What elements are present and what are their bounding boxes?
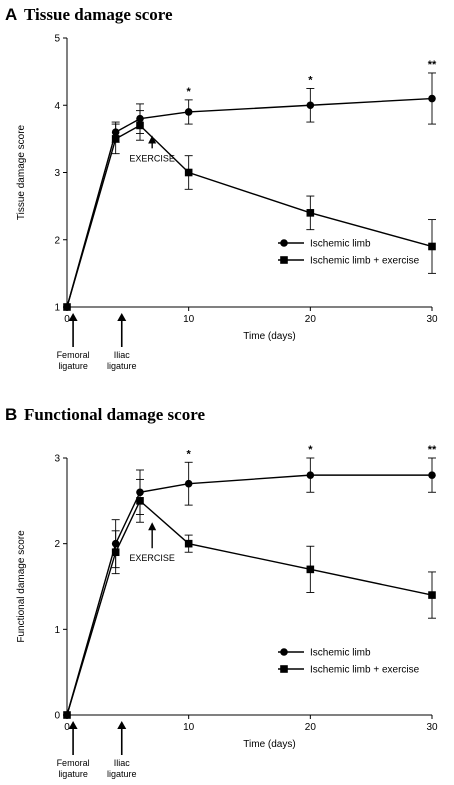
panel-b-letter: B (5, 405, 17, 424)
y-tick-label: 2 (54, 539, 60, 550)
y-axis-label: Tissue damage score (16, 124, 27, 220)
significance-marker: * (308, 444, 313, 456)
data-point-circle (184, 479, 193, 488)
y-tick-label: 5 (54, 34, 60, 45)
series-line-ischemic (66, 97, 433, 308)
data-point-square (111, 135, 120, 143)
y-tick-label: 3 (54, 168, 60, 179)
data-point-square (184, 168, 193, 177)
legend-marker-circle (280, 648, 288, 656)
x-tick-label: 20 (305, 314, 317, 325)
significance-marker: * (187, 86, 192, 98)
exercise-arrow-head (148, 135, 157, 144)
y-tick-label: 2 (54, 235, 60, 246)
x-tick-label: 10 (183, 314, 195, 325)
data-point-square (136, 497, 144, 505)
femoral-ligature-label: Femoral (57, 758, 90, 768)
significance-marker: ** (428, 59, 437, 71)
data-point-circle (306, 101, 315, 110)
ligature-arrow-head (117, 313, 127, 321)
x-tick-label: 10 (183, 722, 195, 733)
iliac-ligature-label: ligature (107, 769, 137, 779)
data-point-square (136, 121, 144, 130)
iliac-ligature-label: ligature (107, 361, 137, 371)
x-axis-label: Time (days) (243, 739, 295, 750)
x-tick-label: 20 (305, 722, 317, 733)
data-point-square (428, 242, 436, 251)
legend-label: Ischemic limb + exercise (310, 665, 420, 676)
legend-marker-square (280, 665, 288, 673)
y-axis-label: Functional damage score (16, 530, 27, 643)
data-point-square (306, 209, 315, 217)
data-point-square (184, 539, 193, 548)
data-point-square (111, 548, 120, 557)
iliac-ligature-label: Iliac (114, 350, 131, 360)
data-point-circle (306, 471, 315, 479)
ligature-arrow-head (117, 721, 127, 729)
data-point-circle (428, 471, 436, 479)
legend-marker-square (280, 256, 288, 264)
panel-a-title: Tissue damage score (24, 5, 173, 24)
series-line-exercise (66, 499, 433, 716)
femoral-ligature-label: Femoral (57, 350, 90, 360)
exercise-label: EXERCISE (129, 553, 175, 563)
y-tick-label: 1 (54, 303, 60, 314)
panel-a-letter: A (5, 5, 17, 24)
y-tick-label: 4 (54, 101, 60, 112)
exercise-arrow-head (148, 522, 157, 531)
y-tick-label: 3 (54, 454, 60, 465)
femoral-ligature-label: ligature (58, 769, 88, 779)
ligature-arrow-head (68, 721, 78, 729)
x-axis-label: Time (days) (243, 331, 295, 342)
panel-a-chart: 1 2 3 4 5 0 10 20 30 Time (days) Tissue damage sco… (16, 34, 438, 372)
exercise-label: EXERCISE (129, 153, 175, 163)
legend-label: Ischemic limb (310, 648, 371, 659)
data-point-circle (184, 108, 193, 116)
data-point-square (306, 565, 315, 574)
femoral-ligature-label: ligature (58, 361, 88, 371)
data-point-square (63, 711, 71, 719)
panel-b-title: Functional damage score (24, 405, 205, 424)
significance-marker: * (187, 448, 192, 460)
x-tick-label: 30 (426, 722, 438, 733)
data-point-square (428, 591, 436, 599)
series-line-ischemic (66, 474, 432, 716)
iliac-ligature-label: Iliac (114, 758, 131, 768)
y-tick-label: 1 (54, 625, 60, 636)
legend-marker-circle (280, 239, 288, 247)
data-point-square (63, 303, 71, 311)
y-tick-label: 0 (54, 711, 60, 722)
data-point-circle (428, 94, 436, 103)
x-tick-label: 0 (64, 314, 70, 325)
significance-marker: ** (428, 444, 437, 456)
legend-label: Ischemic limb + exercise (310, 256, 420, 267)
series-line-exercise (66, 124, 433, 308)
ligature-arrow-head (68, 313, 78, 321)
x-tick-label: 30 (426, 314, 438, 325)
x-tick-label: 0 (64, 722, 70, 733)
significance-marker: * (308, 74, 313, 86)
legend-label: Ischemic limb (310, 239, 371, 250)
